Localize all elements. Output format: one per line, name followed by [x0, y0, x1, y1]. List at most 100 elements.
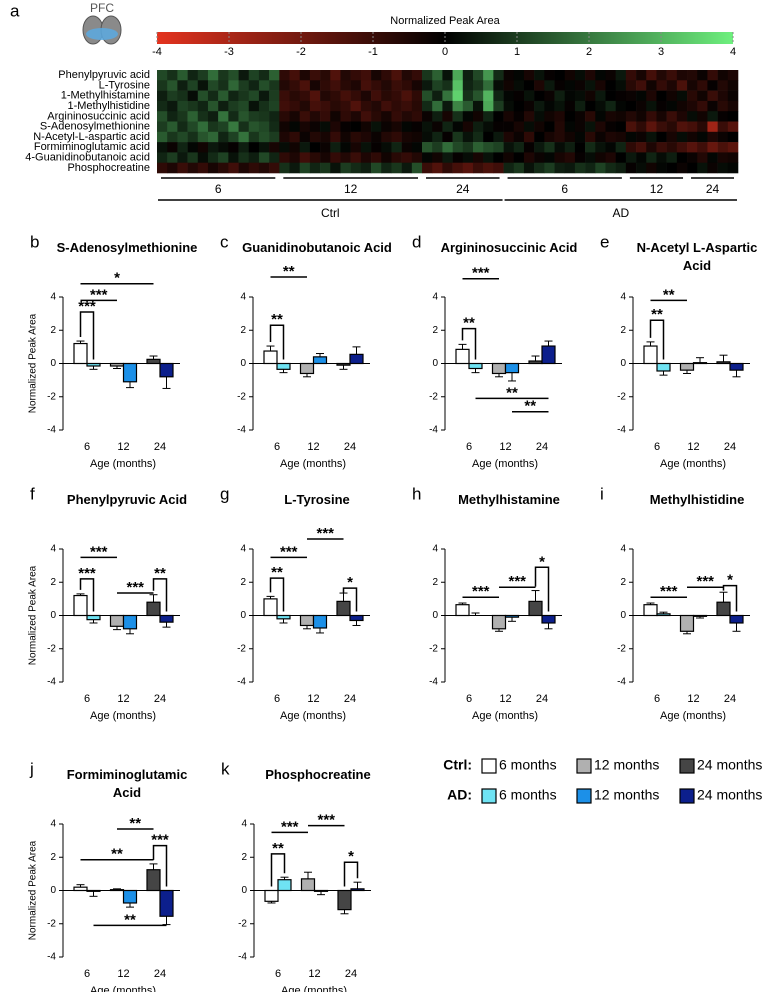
heatmap-cell: [636, 162, 647, 174]
y-tick-label: 0: [620, 358, 626, 369]
heatmap-cell: [432, 111, 443, 122]
heatmap-cell: [442, 111, 453, 122]
heatmap-cell: [258, 111, 270, 122]
heatmap-cell: [472, 90, 484, 102]
significance-label: **: [154, 565, 166, 582]
heatmap-cell: [289, 121, 301, 133]
heatmap-cell: [248, 142, 260, 153]
heatmap-cell: [503, 111, 515, 122]
x-tick-label: 24: [536, 693, 548, 705]
heatmap-cell: [350, 131, 362, 143]
heatmap-cell: [350, 162, 362, 174]
heatmap-cell: [157, 80, 168, 91]
heatmap-cell: [340, 131, 351, 143]
heatmap-cell: [289, 70, 301, 81]
significance-bracket: [649, 319, 665, 360]
heatmap-cell: [493, 152, 504, 163]
heatmap-cell: [646, 80, 657, 91]
age-group-label: 24: [706, 182, 720, 196]
x-tick-label: 24: [345, 968, 357, 980]
heatmap-cell: [269, 70, 280, 81]
heatmap-cell: [157, 100, 168, 112]
heatmap-cell: [371, 80, 382, 91]
y-axis-label: Normalized Peak Area: [28, 313, 39, 413]
heatmap-cell: [523, 70, 535, 81]
panel-label: k: [221, 759, 230, 778]
heatmap-cell: [279, 90, 290, 102]
heatmap-cell: [472, 70, 484, 81]
heatmap-cell: [717, 70, 729, 81]
heatmap-cell: [534, 90, 545, 102]
heatmap-cell: [350, 100, 362, 112]
significance-label: ***: [660, 583, 678, 600]
heatmap-cell: [564, 80, 576, 91]
heatmap-cell: [676, 100, 688, 112]
heatmap-cell: [595, 152, 606, 163]
heatmap-cell: [615, 152, 627, 163]
significance-label: ***: [316, 525, 334, 542]
bar: [313, 889, 329, 892]
heatmap-cell: [707, 111, 718, 122]
significance-label: **: [271, 311, 283, 328]
heatmap-cell: [187, 111, 199, 122]
significance-label: ***: [280, 543, 298, 560]
heatmap-cell: [218, 80, 229, 91]
heatmap-cell: [167, 70, 178, 81]
x-tick-label: 6: [84, 441, 90, 453]
heatmap-cell: [279, 121, 290, 133]
heatmap-cell: [676, 80, 688, 91]
bar: [455, 348, 470, 365]
heatmap-cell: [676, 142, 688, 153]
x-tick-label: 6: [654, 693, 660, 705]
heatmap-cell: [422, 70, 433, 81]
heatmap-cell: [544, 152, 555, 163]
y-tick-label: -2: [47, 918, 56, 929]
heatmap-cell: [401, 90, 413, 102]
heatmap-cell: [167, 100, 178, 112]
legend-item: 24 months: [697, 787, 762, 803]
heatmap-cell: [340, 100, 351, 112]
heatmap-cell: [585, 70, 596, 81]
heatmap-cell: [289, 80, 301, 91]
heatmap-cell: [197, 162, 209, 174]
heatmap-cell: [279, 70, 290, 81]
heatmap-cell: [269, 100, 280, 112]
y-tick-label: 0: [240, 610, 246, 621]
heatmap-cell: [595, 131, 606, 143]
y-tick-label: 2: [432, 325, 438, 336]
heatmap-cell: [646, 162, 657, 174]
y-tick-label: -4: [47, 425, 56, 436]
heatmap-cell: [422, 90, 433, 102]
bar: [504, 614, 520, 618]
heatmap-cell: [636, 121, 647, 133]
y-tick-label: 2: [240, 325, 246, 336]
heatmap-cell: [157, 131, 168, 143]
age-group-label: 6: [215, 182, 222, 196]
x-tick-label: 12: [499, 441, 511, 453]
heatmap-cell: [605, 100, 616, 112]
heatmap-cell: [574, 142, 586, 153]
x-axis-label: Age (months): [472, 710, 538, 722]
heatmap-cell: [523, 131, 535, 143]
heatmap-cell: [197, 70, 209, 81]
heatmap-cell: [605, 80, 616, 91]
heatmap-cell: [554, 162, 566, 174]
heatmap-cell: [411, 121, 423, 133]
heatmap-cell: [177, 80, 188, 91]
heatmap-cell: [309, 90, 321, 102]
y-tick-label: -2: [617, 391, 626, 402]
y-tick-label: 4: [50, 292, 56, 303]
heatmap-cell: [513, 142, 525, 153]
heatmap-cell: [228, 111, 239, 122]
significance-bracket: [79, 311, 95, 360]
heatmap-cell: [218, 142, 229, 153]
heatmap-cell: [218, 100, 229, 112]
heatmap-cell: [727, 90, 739, 102]
heatmap-cell: [269, 162, 280, 174]
heatmap-cell: [411, 70, 423, 81]
heatmap-cell: [666, 80, 678, 91]
x-tick-label: 24: [154, 693, 166, 705]
heatmap-cell: [707, 100, 718, 112]
heatmap-cell: [656, 131, 667, 143]
heatmap-cell: [666, 70, 678, 81]
